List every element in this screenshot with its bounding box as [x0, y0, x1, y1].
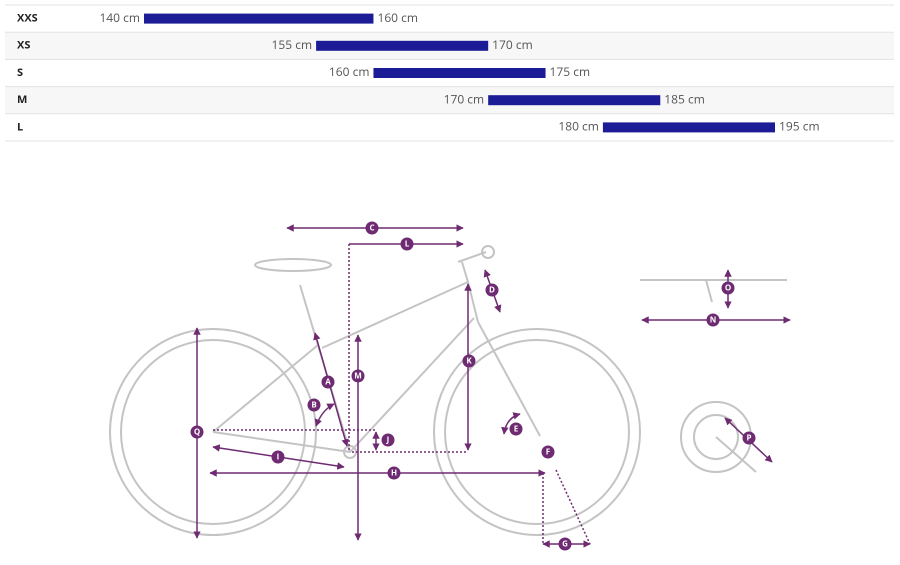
badge — [541, 445, 555, 459]
down-tube — [349, 317, 475, 453]
dim-line — [313, 332, 349, 447]
handlebar — [481, 245, 495, 259]
badge-label: M — [354, 371, 362, 382]
badge — [742, 431, 756, 445]
badge — [190, 425, 204, 439]
badge-label: O — [725, 283, 731, 294]
table-row — [5, 86, 894, 114]
badge-label: H — [391, 468, 397, 479]
badge-label: P — [746, 433, 751, 444]
dimensions — [193, 224, 791, 548]
saddle — [254, 258, 332, 272]
low-label: 170 cm — [444, 90, 485, 107]
badge — [706, 313, 720, 327]
badge-label: I — [277, 452, 280, 463]
seatstay — [212, 344, 319, 433]
badge — [558, 537, 572, 551]
fork — [477, 321, 541, 437]
badge — [387, 466, 401, 480]
badge — [351, 369, 365, 383]
high-label: 160 cm — [377, 9, 418, 26]
rear-rim — [120, 339, 306, 525]
badge — [365, 221, 379, 235]
low-label: 160 cm — [329, 63, 370, 80]
size-label: L — [17, 119, 23, 134]
badge — [321, 375, 335, 389]
high-label: 175 cm — [550, 63, 591, 80]
size-label: S — [17, 65, 23, 80]
handlebar-stem — [705, 279, 713, 303]
badge-label: G — [562, 539, 568, 550]
steerer — [461, 261, 469, 283]
size-label: XS — [17, 38, 30, 53]
head-tube — [467, 281, 479, 323]
badge — [400, 237, 414, 251]
badge-label: L — [405, 239, 410, 250]
bike-drawing — [109, 245, 787, 536]
badge-label: E — [514, 424, 519, 435]
high-label: 195 cm — [779, 118, 820, 135]
badge-label: B — [311, 400, 316, 411]
range-bar — [488, 95, 661, 106]
badge-label: J — [386, 435, 390, 446]
badge — [271, 450, 285, 464]
badge — [721, 281, 735, 295]
badge-label: D — [489, 285, 495, 296]
low-label: 180 cm — [558, 118, 599, 135]
high-label: 170 cm — [492, 36, 533, 53]
size-table: XXS 140 cm 160 cm XS 155 cm 170 cm S 160 cm 175 … — [5, 4, 894, 142]
size-label: M — [17, 92, 27, 107]
dim-guide — [555, 469, 591, 545]
badge-label: K — [466, 356, 472, 367]
front-rim — [444, 339, 630, 525]
badge — [307, 398, 321, 412]
badge-label: N — [710, 315, 717, 326]
size-label: XXS — [17, 11, 38, 26]
top-tube — [321, 281, 469, 349]
badge — [462, 354, 476, 368]
front-wheel — [433, 328, 641, 536]
badge-label: A — [325, 377, 331, 388]
chainstay — [212, 431, 351, 453]
badge-label: C — [369, 223, 374, 234]
range-bar — [316, 40, 489, 51]
dim-arc — [314, 403, 335, 427]
badge-label: Q — [194, 427, 200, 438]
range-bar — [602, 122, 775, 133]
high-label: 185 cm — [664, 90, 705, 107]
low-label: 155 cm — [272, 36, 313, 53]
badge-label: F — [546, 447, 550, 458]
badge — [381, 433, 395, 447]
badge — [509, 422, 523, 436]
badges: C L D K M A B Q J E F I H G O N P — [190, 221, 756, 551]
badge — [485, 283, 499, 297]
low-label: 140 cm — [99, 9, 140, 26]
range-bar — [144, 13, 374, 24]
range-bar — [373, 68, 546, 78]
dim-arc — [501, 412, 521, 435]
